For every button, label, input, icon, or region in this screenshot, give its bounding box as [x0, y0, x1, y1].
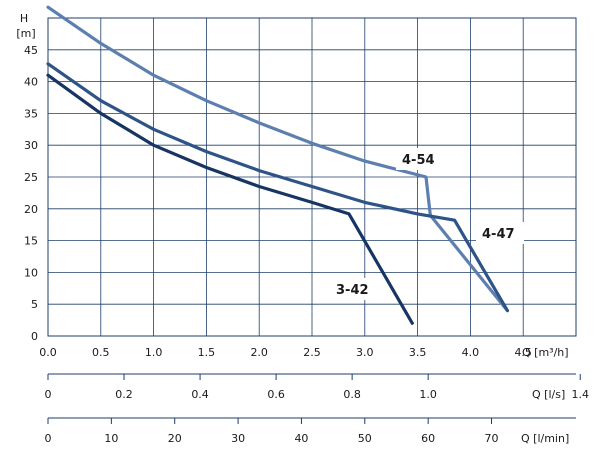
series-line-4-54 [46, 5, 509, 313]
x-tick-label-ls: 1.4 [571, 388, 589, 401]
y-tick-label: 30 [24, 139, 38, 152]
series-label-bg [330, 278, 378, 300]
x-axis-unit-ls: Q [l/s] [532, 388, 565, 401]
x-tick-label: 0.5 [92, 346, 110, 359]
x-axis-unit-m3h: Q [m³/h] [522, 346, 569, 359]
x-tick-label: 3.0 [356, 346, 374, 359]
x-tick-label: 2.5 [303, 346, 321, 359]
x-tick-label-lmin: 30 [231, 432, 245, 445]
x-tick-label: 4.0 [462, 346, 480, 359]
series-label-3-42: 3-42 [336, 283, 369, 298]
x-tick-label-ls: 0.2 [115, 388, 133, 401]
y-tick-label: 45 [24, 44, 38, 57]
y-tick-label: 25 [24, 171, 38, 184]
x-tick-label: 0.0 [39, 346, 57, 359]
y-axis-title: H [20, 12, 28, 25]
x-tick-label: 4.5 [514, 346, 532, 359]
series-labels: 4-54 4-47 3-42 [330, 148, 524, 300]
series-label-bg [396, 148, 444, 170]
y-tick-label: 20 [24, 203, 38, 216]
series-line-3-42 [46, 73, 414, 325]
x-tick-label-lmin: 50 [358, 432, 372, 445]
x-tick-label-lmin: 0 [45, 432, 52, 445]
x-tick-label: 1.5 [198, 346, 216, 359]
grid [47, 17, 577, 337]
y-tick-label: 15 [24, 235, 38, 248]
x-tick-label: 2.0 [250, 346, 268, 359]
y-tick-label: 10 [24, 266, 38, 279]
x-axis-unit-lmin: Q [l/min] [521, 432, 569, 445]
y-tick-label: 40 [24, 76, 38, 89]
x-tick-label-lmin: 20 [168, 432, 182, 445]
y-tick-label: 0 [31, 330, 38, 343]
series-label-bg [476, 222, 524, 244]
x-tick-label-ls: 0 [45, 388, 52, 401]
x-tick-label: 1.0 [145, 346, 163, 359]
x-tick-label-ls: 0.6 [267, 388, 285, 401]
x-tick-label-ls: 0.4 [191, 388, 209, 401]
secondary-x-axes: 0 0.2 0.4 0.6 0.8 1.0 1.4 Q [l/s] 0 10 20 30 40 50 60 7… [45, 373, 589, 445]
x-tick-label-lmin: 40 [294, 432, 308, 445]
y-axis-unit: [m] [16, 27, 35, 40]
series-group [46, 5, 509, 325]
axes: H [m] 0 5 10 15 20 25 30 35 40 45 0.0 0.5 1.0 1.5 2.0 2… [16, 12, 568, 359]
series-line-4-47 [46, 62, 509, 313]
y-tick-label: 5 [31, 298, 38, 311]
x-tick-label: 3.5 [409, 346, 427, 359]
x-tick-label-ls: 0.8 [343, 388, 361, 401]
x-tick-label-lmin: 70 [485, 432, 499, 445]
y-tick-label: 35 [24, 107, 38, 120]
series-label-4-54: 4-54 [402, 153, 435, 168]
series-label-4-47: 4-47 [482, 227, 515, 242]
x-tick-label-lmin: 10 [104, 432, 118, 445]
x-tick-label-lmin: 60 [421, 432, 435, 445]
x-tick-label-ls: 1.0 [419, 388, 437, 401]
